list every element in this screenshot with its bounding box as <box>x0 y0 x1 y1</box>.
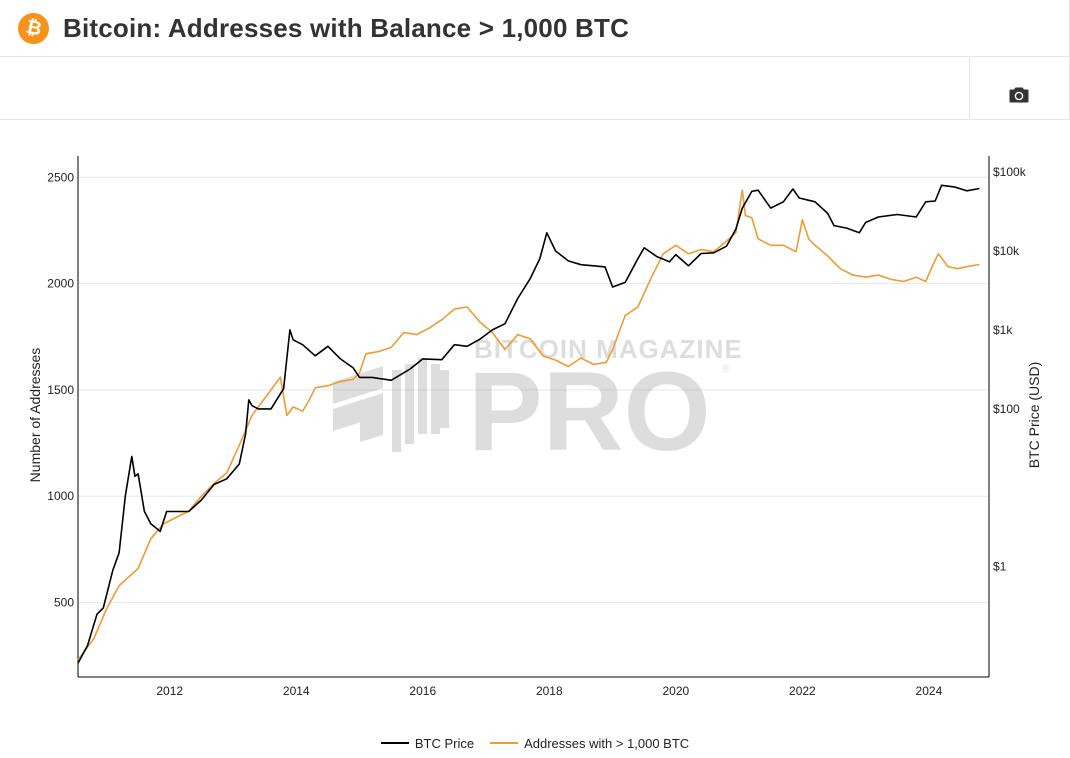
bitcoin-logo-glyph: ₿ <box>23 15 44 40</box>
x-tick-label: 2024 <box>916 684 943 698</box>
y2-tick-label: $10k <box>993 244 1020 258</box>
btc-price-line <box>77 184 980 664</box>
legend-swatch-addresses <box>490 742 519 744</box>
watermark: BITCOIN MAGAZINE PRO ® <box>333 334 742 474</box>
legend-item-btc-price[interactable]: BTC Price <box>380 735 475 751</box>
y2-tick-label: $100 <box>993 402 1020 416</box>
y-axis-title: Number of Addresses <box>27 348 43 483</box>
legend-swatch-btc-price <box>380 742 409 744</box>
legend-item-addresses[interactable]: Addresses with > 1,000 BTC <box>490 736 689 751</box>
bitcoin-logo-icon: ₿ <box>18 12 49 44</box>
x-tick-label: 2020 <box>662 684 689 698</box>
x-tick-label: 2014 <box>283 684 310 698</box>
y-tick-label: 2500 <box>47 170 74 184</box>
addresses-line <box>77 189 980 661</box>
download-screenshot-button[interactable] <box>1005 82 1033 106</box>
x-tick-label: 2018 <box>536 684 563 698</box>
y2-tick-label: $1 <box>993 560 1007 574</box>
x-tick-label: 2016 <box>409 684 436 698</box>
chart-header: ₿ Bitcoin: Addresses with Balance > 1,00… <box>0 0 1070 57</box>
watermark-line2: PRO <box>468 349 711 474</box>
chart-legend: BTC Price Addresses with > 1,000 BTC <box>0 733 1070 753</box>
y2-tick-label: $1k <box>993 323 1013 337</box>
legend-label-btc-price: BTC Price <box>414 735 475 751</box>
x-tick-label: 2012 <box>156 684 183 698</box>
y-tick-label: 1500 <box>47 383 74 397</box>
chart-toolbar <box>0 57 1070 120</box>
y2-axis-title: BTC Price (USD) <box>1026 362 1042 469</box>
page-title: Bitcoin: Addresses with Balance > 1,000 … <box>63 12 630 43</box>
y-tick-label: 1000 <box>47 489 74 503</box>
watermark-logo-mark <box>333 358 449 452</box>
toolbar-divider <box>969 57 970 119</box>
chart-svg: BITCOIN MAGAZINE PRO ® 500 1000 1500 2000 25… <box>27 156 1042 698</box>
y-tick-label: 2000 <box>47 277 74 291</box>
y2-tick-label: $100k <box>993 165 1027 179</box>
y-tick-label: 500 <box>54 596 74 610</box>
chart-area: BITCOIN MAGAZINE PRO ® 500 1000 1500 2000 25… <box>0 120 1070 753</box>
legend-label-addresses: Addresses with > 1,000 BTC <box>524 735 690 751</box>
x-tick-label: 2022 <box>789 684 816 698</box>
watermark-registered-mark: ® <box>722 363 730 375</box>
camera-icon <box>1009 87 1029 102</box>
